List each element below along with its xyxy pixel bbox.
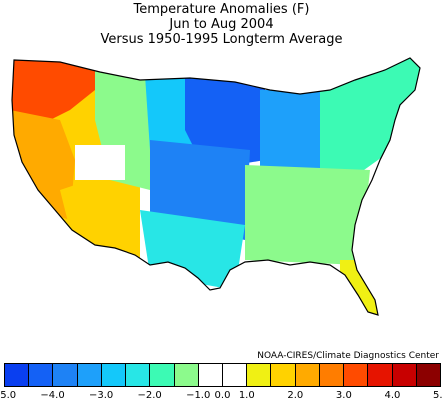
legend-tick-10: 5.0	[433, 390, 443, 401]
region-great-lakes	[260, 90, 330, 170]
legend-tick-2: −3.0	[88, 390, 114, 401]
legend-tick-1: −4.0	[40, 390, 65, 401]
legend-tick-8: 3.0	[335, 390, 352, 401]
title-line-2: Jun to Aug 2004	[169, 17, 274, 32]
legend-swatch-1	[29, 364, 54, 386]
region-great-basin-normal	[75, 145, 125, 180]
title-line-3: Versus 1950-1995 Longterm Average	[100, 32, 343, 47]
legend-bar	[4, 363, 441, 387]
legend-swatch-7	[174, 364, 199, 386]
legend-tick-4: −1.0	[186, 390, 211, 401]
legend-tick-9: 4.0	[384, 390, 401, 401]
region-southeast	[245, 165, 370, 265]
region-far-west	[12, 110, 75, 220]
legend-tick-6: 1.0	[238, 390, 255, 401]
legend-tick-0: −5.0	[0, 390, 17, 401]
legend-swatch-8	[198, 364, 223, 386]
region-florida	[340, 260, 385, 315]
legend-swatch-12	[295, 364, 320, 386]
legend-swatch-4	[101, 364, 127, 386]
legend-swatch-16	[392, 364, 417, 386]
legend-tick-labels: −5.0 −4.0 −3.0 −2.0 −1.00.0 1.0 2.0 3.0 4.0 5.0	[0, 390, 443, 401]
legend-swatch-14	[344, 364, 369, 386]
us-outline	[11, 57, 421, 316]
data-credit: NOAA-CIRES/Climate Diagnostics Center	[257, 351, 439, 361]
legend-swatch-3	[77, 364, 102, 386]
legend-tick-7: 2.0	[287, 390, 304, 401]
region-desert-southwest	[60, 170, 135, 250]
title-line-1: Temperature Anomalies (F)	[133, 2, 310, 17]
legend-swatch-17	[416, 364, 440, 386]
map-title: Temperature Anomalies (F) Jun to Aug 200…	[0, 2, 443, 47]
legend-swatch-6	[150, 364, 175, 386]
legend-swatch-11	[271, 364, 296, 386]
legend-swatch-5	[126, 364, 151, 386]
legend-tick-3: −2.0	[137, 390, 162, 401]
region-northeast	[320, 58, 420, 180]
us-anomaly-map	[11, 57, 421, 316]
legend-swatch-9	[222, 364, 248, 386]
legend-tick-5: 0.0	[214, 390, 231, 401]
color-legend	[4, 363, 441, 389]
legend-swatch-0	[5, 364, 30, 386]
legend-swatch-13	[319, 364, 345, 386]
legend-swatch-10	[247, 364, 272, 386]
legend-swatch-15	[368, 364, 393, 386]
legend-swatch-2	[53, 364, 78, 386]
region-pacific-northwest	[12, 58, 95, 125]
